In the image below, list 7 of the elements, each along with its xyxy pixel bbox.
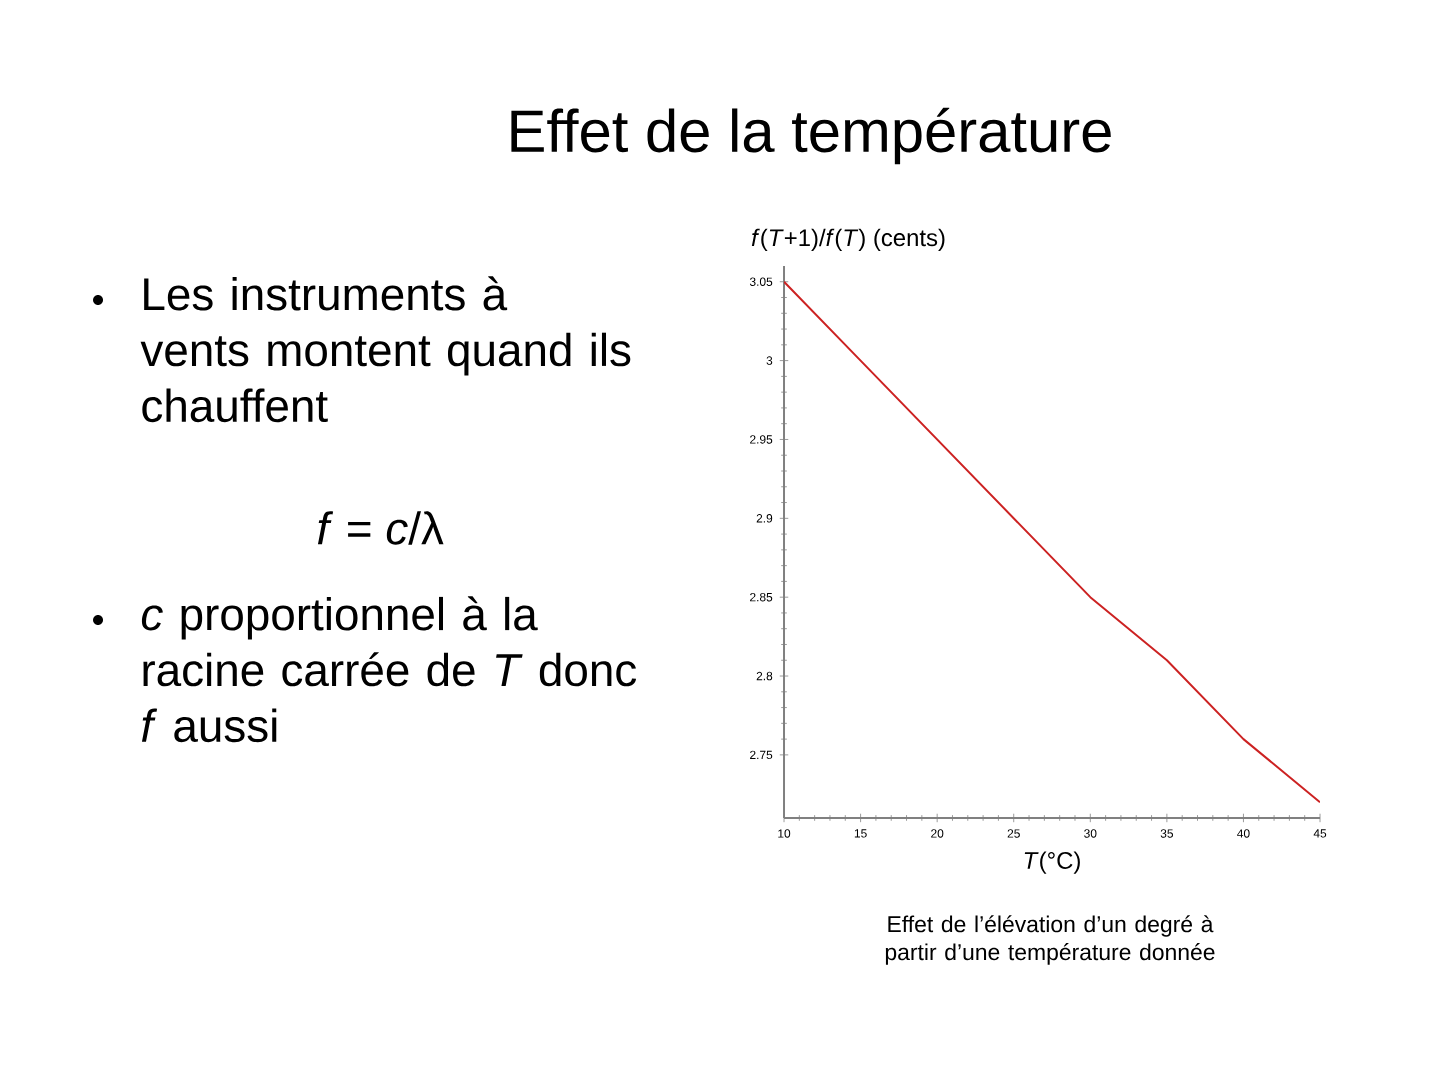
y-axis-title: f(T+1)/f(T) (cents) [751, 228, 945, 251]
text: c proportionnel à la racine carrée de T donc f aussi [141, 596, 637, 743]
text: Effet de l’élévation d’un degré à partir d’une température donnée [885, 915, 1215, 965]
chart-title: Effet de la température [511, 107, 1111, 165]
x-axis-title: T(°C) [1024, 851, 1080, 874]
text: f = c/λ [317, 511, 444, 545]
text: Les instruments à vents montent quand ils chauffent [140, 276, 631, 423]
